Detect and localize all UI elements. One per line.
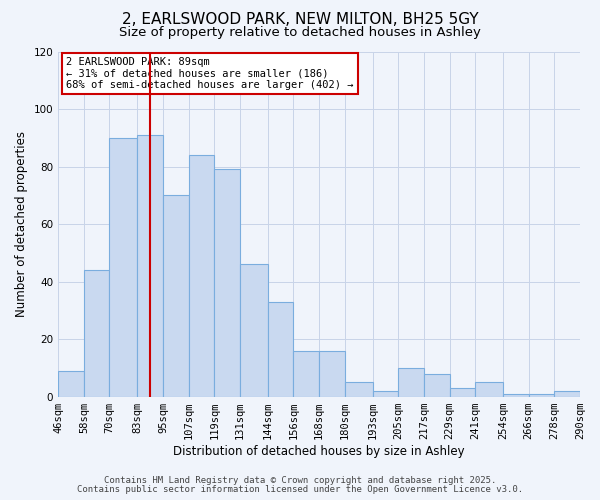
Bar (503, 394, 529, 396)
Bar (373, 391, 398, 396)
Bar (424, 374, 449, 396)
Bar (293, 350, 319, 397)
Text: 2 EARLSWOOD PARK: 89sqm
← 31% of detached houses are smaller (186)
68% of semi-d: 2 EARLSWOOD PARK: 89sqm ← 31% of detache… (66, 56, 353, 90)
Text: 2, EARLSWOOD PARK, NEW MILTON, BH25 5GY: 2, EARLSWOOD PARK, NEW MILTON, BH25 5GY (122, 12, 478, 28)
Bar (345, 382, 373, 396)
Bar (188, 155, 214, 396)
Bar (554, 391, 580, 396)
Text: Contains HM Land Registry data © Crown copyright and database right 2025.: Contains HM Land Registry data © Crown c… (104, 476, 496, 485)
Bar (109, 138, 137, 396)
Bar (319, 350, 345, 397)
Bar (449, 388, 475, 396)
X-axis label: Distribution of detached houses by size in Ashley: Distribution of detached houses by size … (173, 444, 465, 458)
Bar (529, 394, 554, 396)
Bar (475, 382, 503, 396)
Text: Contains public sector information licensed under the Open Government Licence v3: Contains public sector information licen… (77, 484, 523, 494)
Bar (163, 196, 188, 396)
Bar (214, 170, 240, 396)
Bar (240, 264, 268, 396)
Bar (137, 135, 163, 396)
Text: Size of property relative to detached houses in Ashley: Size of property relative to detached ho… (119, 26, 481, 39)
Bar (268, 302, 293, 396)
Y-axis label: Number of detached properties: Number of detached properties (15, 131, 28, 317)
Bar (58, 370, 84, 396)
Bar (84, 270, 109, 396)
Bar (398, 368, 424, 396)
